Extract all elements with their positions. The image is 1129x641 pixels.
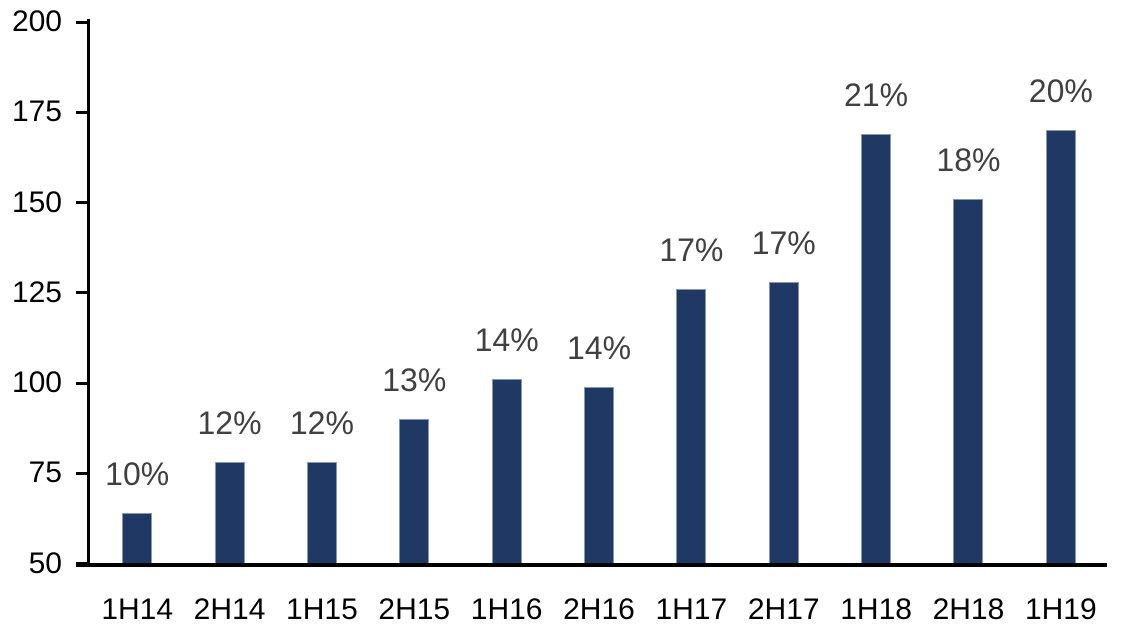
y-axis-tick-mark	[76, 201, 88, 204]
bar-value-label: 17%	[751, 224, 816, 261]
bar-2H18	[953, 198, 984, 564]
x-axis-label: 2H15	[378, 593, 451, 626]
bar-value-label: 10%	[105, 455, 170, 492]
y-axis-tick-label: 125	[11, 275, 62, 309]
y-axis-tick-mark	[76, 471, 88, 475]
bar-value-label: 21%	[844, 76, 909, 113]
x-axis-label: 1H15	[286, 593, 358, 626]
bar-value-label: 14%	[474, 322, 539, 359]
y-axis-tick-label: 100	[11, 366, 62, 399]
y-axis-tick-mark	[76, 381, 88, 385]
y-axis-tick-mark	[76, 110, 88, 114]
bar-value-label: 13%	[382, 362, 447, 399]
bar-2H16	[584, 386, 614, 564]
bar-2H15	[399, 419, 430, 564]
bar-value-label: 12%	[197, 405, 262, 442]
bar-2H17	[768, 281, 799, 564]
bar-1H16	[491, 379, 522, 564]
y-axis-tick-mark	[76, 562, 88, 565]
bar-1H17	[676, 289, 707, 564]
bar-1H19	[1045, 130, 1076, 564]
x-axis-label: 2H18	[932, 593, 1005, 626]
y-axis-tick-label: 200	[11, 5, 62, 38]
bar-2H14	[214, 462, 245, 564]
x-axis-label: 1H16	[470, 593, 543, 626]
x-axis-label: 1H19	[1024, 593, 1097, 626]
y-axis-tick-label: 50	[28, 546, 62, 580]
x-axis-label: 1H14	[101, 593, 174, 626]
x-axis-line	[76, 563, 1107, 567]
x-axis-label: 2H17	[747, 593, 820, 626]
bar-1H14	[122, 512, 153, 564]
bar-value-label: 14%	[566, 329, 632, 366]
bar-1H18	[861, 133, 892, 564]
bar-value-label: 12%	[289, 405, 354, 442]
x-axis-label: 2H16	[563, 593, 635, 626]
y-axis-tick-label: 175	[11, 95, 62, 129]
y-axis-line	[87, 19, 90, 567]
y-axis-tick-label: 150	[11, 185, 62, 219]
x-axis-label: 1H18	[840, 593, 912, 626]
bar-value-label: 17%	[659, 232, 724, 269]
bar-1H15	[306, 462, 337, 564]
y-axis-tick-mark	[76, 20, 88, 24]
x-axis-label: 1H17	[655, 593, 728, 626]
y-axis-tick-label: 75	[28, 456, 62, 490]
bar-value-label: 18%	[936, 141, 1001, 178]
bar-value-label: 20%	[1028, 73, 1093, 110]
x-axis-label: 2H14	[193, 593, 266, 626]
y-axis-tick-mark	[76, 291, 88, 295]
